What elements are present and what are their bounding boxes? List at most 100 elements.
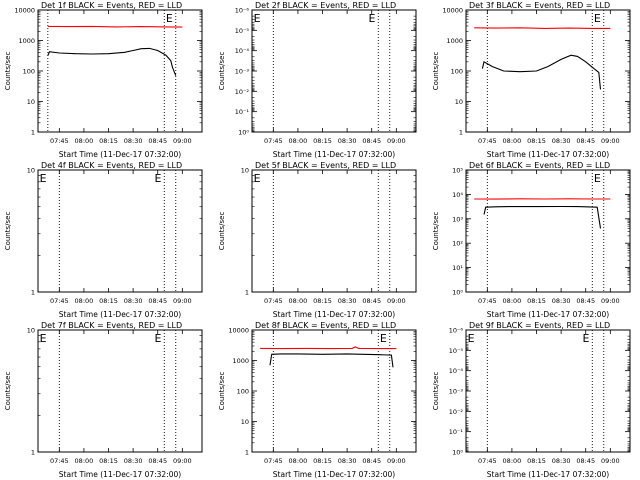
x-tick-label: 09:00 xyxy=(601,457,620,465)
y-tick-label: 1000 xyxy=(446,37,463,45)
x-tick-label: 08:30 xyxy=(124,137,143,145)
e-marker-label: E xyxy=(166,12,173,25)
y-tick-label: 10⁴ xyxy=(452,191,463,199)
x-tick-label: 08:45 xyxy=(362,297,381,305)
lld-series-line xyxy=(47,25,183,28)
e-marker-label: E xyxy=(380,332,387,345)
plot-frame xyxy=(251,169,417,293)
x-tick-label: 07:45 xyxy=(50,137,69,145)
events-series-line xyxy=(481,54,602,90)
x-tick-label: 08:00 xyxy=(289,457,308,465)
x-tick-label: 09:00 xyxy=(173,297,192,305)
x-tick-label: 08:30 xyxy=(338,137,357,145)
x-tick-label: 07:45 xyxy=(264,297,283,305)
e-marker-label: E xyxy=(594,172,601,185)
y-axis-label: Counts/sec xyxy=(4,52,12,91)
e-marker-label: E xyxy=(368,12,375,25)
x-tick-label: 08:00 xyxy=(503,137,522,145)
e-marker-label: E xyxy=(40,172,47,185)
plot-frame xyxy=(251,329,417,453)
y-tick-label: 10 xyxy=(241,167,249,175)
x-tick-label: 08:30 xyxy=(552,457,571,465)
y-axis-label: Counts/sec xyxy=(218,212,226,251)
x-tick-label: 08:00 xyxy=(289,137,308,145)
y-tick-label: 1 xyxy=(459,129,463,137)
x-tick-label: 07:45 xyxy=(264,457,283,465)
x-tick-label: 07:45 xyxy=(478,297,497,305)
y-tick-label: 10⁰ xyxy=(452,289,463,297)
x-tick-label: 09:00 xyxy=(601,297,620,305)
chart-title: Det 2f BLACK = Events, RED = LLD xyxy=(255,1,396,10)
x-tick-label: 07:45 xyxy=(478,457,497,465)
plot-frame xyxy=(251,9,417,133)
x-tick-label: 08:00 xyxy=(75,137,94,145)
x-axis-label: Start Time (11-Dec-17 07:32:00) xyxy=(487,150,609,159)
y-tick-label: 1 xyxy=(31,449,35,457)
plot-frame xyxy=(465,329,631,453)
e-marker-label: E xyxy=(154,332,161,345)
x-tick-label: 08:15 xyxy=(527,297,546,305)
x-tick-label: 09:00 xyxy=(387,457,406,465)
y-tick-label: 10² xyxy=(452,240,463,248)
x-tick-label: 08:30 xyxy=(338,297,357,305)
x-tick-label: 09:00 xyxy=(387,297,406,305)
x-tick-label: 08:00 xyxy=(503,297,522,305)
x-tick-label: 08:30 xyxy=(338,457,357,465)
chart-title: Det 3f BLACK = Events, RED = LLD xyxy=(469,1,610,10)
y-tick-label: 10⁻⁴ xyxy=(449,367,464,375)
x-axis-label: Start Time (11-Dec-17 07:32:00) xyxy=(273,310,395,319)
events-series-line xyxy=(47,47,177,76)
chart-title: Det 8f BLACK = Events, RED = LLD xyxy=(255,321,396,330)
y-tick-label: 10⁻⁴ xyxy=(235,47,250,55)
e-marker-label: E xyxy=(468,332,475,345)
e-marker-label: E xyxy=(40,332,47,345)
chart-panel: Det 5f BLACK = Events, RED = LLD Counts/s… xyxy=(218,161,417,319)
lld-series-line xyxy=(260,346,397,350)
x-axis-label: Start Time (11-Dec-17 07:32:00) xyxy=(273,150,395,159)
x-tick-label: 08:15 xyxy=(99,297,118,305)
x-axis-label: Start Time (11-Dec-17 07:32:00) xyxy=(59,470,181,479)
y-tick-label: 10000 xyxy=(228,327,249,335)
chart-title: Det 7f BLACK = Events, RED = LLD xyxy=(41,321,182,330)
x-tick-label: 08:15 xyxy=(527,457,546,465)
y-tick-label: 10⁻⁶ xyxy=(235,7,250,15)
y-axis-label: Counts/sec xyxy=(218,52,226,91)
events-series-line xyxy=(483,205,602,229)
panels-group: Det 1f BLACK = Events, RED = LLD Counts/s… xyxy=(4,1,631,479)
y-tick-label: 100 xyxy=(237,388,249,396)
x-tick-label: 08:00 xyxy=(503,457,522,465)
x-tick-label: 08:15 xyxy=(313,137,332,145)
chart-panel: Det 8f BLACK = Events, RED = LLD Counts/s… xyxy=(218,321,417,479)
y-tick-label: 10⁻¹ xyxy=(235,108,250,116)
y-tick-label: 1 xyxy=(31,289,35,297)
chart-panel: Det 7f BLACK = Events, RED = LLD Counts/s… xyxy=(4,321,203,479)
plot-frame xyxy=(37,169,203,293)
x-tick-label: 08:00 xyxy=(289,297,308,305)
chart-title: Det 6f BLACK = Events, RED = LLD xyxy=(469,161,610,170)
plot-frame xyxy=(37,9,203,133)
x-axis-label: Start Time (11-Dec-17 07:32:00) xyxy=(487,470,609,479)
y-tick-label: 10 xyxy=(27,327,35,335)
y-tick-label: 10⁻¹ xyxy=(449,428,464,436)
y-tick-label: 10⁻³ xyxy=(235,68,250,76)
x-axis-label: Start Time (11-Dec-17 07:32:00) xyxy=(487,310,609,319)
y-tick-label: 1000 xyxy=(18,37,35,45)
y-tick-label: 10 xyxy=(455,98,463,106)
x-tick-label: 09:00 xyxy=(387,137,406,145)
y-tick-label: 1000 xyxy=(232,357,249,365)
y-tick-label: 1 xyxy=(245,289,249,297)
y-tick-label: 10⁰ xyxy=(238,129,249,137)
y-tick-label: 10⁻⁵ xyxy=(449,347,464,355)
plot-frame xyxy=(465,9,631,133)
y-tick-label: 10³ xyxy=(452,215,463,223)
x-tick-label: 08:45 xyxy=(576,457,595,465)
x-axis-label: Start Time (11-Dec-17 07:32:00) xyxy=(59,310,181,319)
y-tick-label: 10⁻⁵ xyxy=(235,27,250,35)
x-tick-label: 08:15 xyxy=(99,457,118,465)
x-tick-label: 07:45 xyxy=(50,297,69,305)
x-tick-label: 07:45 xyxy=(264,137,283,145)
x-tick-label: 08:30 xyxy=(124,297,143,305)
y-tick-label: 100 xyxy=(23,68,35,76)
y-tick-label: 10⁻⁶ xyxy=(449,327,464,335)
x-tick-label: 08:15 xyxy=(527,137,546,145)
